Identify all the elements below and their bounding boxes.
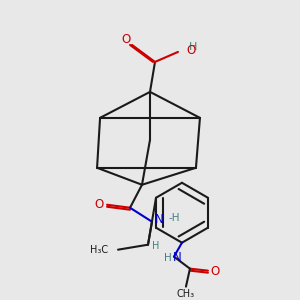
- Text: O: O: [122, 33, 131, 46]
- Text: N: N: [155, 213, 164, 226]
- Text: H: H: [152, 241, 160, 251]
- Text: H: H: [164, 253, 172, 263]
- Text: CH₃: CH₃: [177, 289, 195, 298]
- Text: O: O: [186, 44, 195, 57]
- Text: N: N: [172, 251, 181, 264]
- Text: O: O: [210, 265, 220, 278]
- Text: H: H: [189, 42, 197, 52]
- Text: -H: -H: [169, 213, 181, 223]
- Text: O: O: [94, 198, 104, 211]
- Text: H₃C: H₃C: [90, 245, 108, 255]
